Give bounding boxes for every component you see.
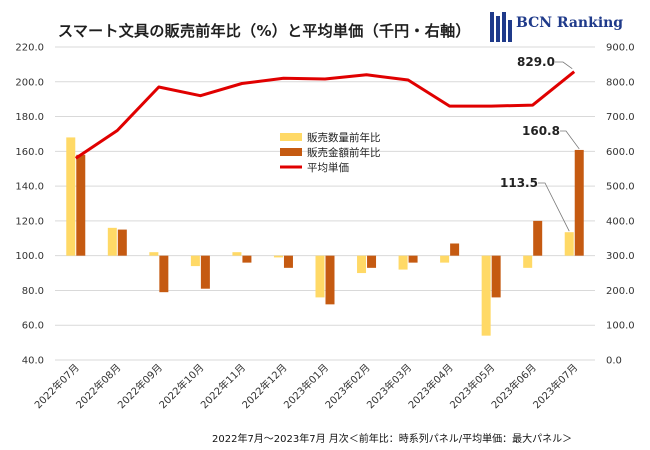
bar (200, 255, 210, 289)
left-axis-tick: 140.0 (15, 182, 44, 193)
left-axis-tick: 60.0 (22, 321, 44, 332)
bar (315, 255, 325, 298)
legend-swatch (280, 133, 302, 141)
right-axis-tick: 800.0 (606, 77, 635, 88)
left-axis-tick: 180.0 (15, 112, 44, 123)
bar (398, 255, 408, 270)
bar (367, 255, 377, 268)
right-axis-tick: 200.0 (606, 286, 635, 297)
left-axis-tick: 100.0 (15, 251, 44, 262)
left-axis-tick: 40.0 (22, 356, 44, 367)
bar (481, 255, 491, 336)
bar (564, 232, 574, 256)
bar (190, 255, 200, 267)
bcn-logo-icon (490, 12, 512, 42)
callout-leader (538, 182, 570, 232)
left-axis-tick: 80.0 (22, 286, 44, 297)
right-axis-tick: 300.0 (606, 251, 635, 262)
bar (283, 255, 293, 268)
bar (242, 255, 252, 263)
legend-label: 平均単価 (307, 161, 349, 174)
footnote: 2022年7月～2023年7月 月次＜前年比：時系列パネル/平均単価：最大パネル… (212, 434, 573, 445)
bar (76, 154, 86, 256)
bcn-logo: BCN Ranking (488, 10, 623, 44)
bar (149, 252, 159, 256)
left-axis-tick: 220.0 (15, 43, 44, 54)
right-axis-tick: 600.0 (606, 147, 635, 158)
data-label: 829.0 (517, 55, 555, 69)
bar (408, 255, 418, 263)
right-axis-tick: 0.0 (606, 356, 622, 367)
bar (273, 255, 283, 258)
bar (450, 243, 460, 256)
callout-leader (560, 130, 580, 150)
bar (66, 137, 76, 256)
bar (117, 229, 127, 256)
bar (574, 149, 584, 256)
bar (533, 220, 543, 256)
left-axis-tick: 200.0 (15, 77, 44, 88)
left-axis-tick: 160.0 (15, 147, 44, 158)
legend-label: 販売数量前年比 (307, 131, 381, 144)
bar (232, 252, 242, 256)
logo-text: BCN Ranking (516, 15, 624, 31)
x-axis-tick: 2023年07月 (530, 361, 580, 411)
data-label: 160.8 (522, 124, 560, 138)
legend-swatch (280, 148, 302, 156)
bar (325, 255, 335, 305)
right-axis-tick: 500.0 (606, 182, 635, 193)
right-axis-tick: 700.0 (606, 112, 635, 123)
bar (159, 255, 169, 293)
data-label: 113.5 (500, 176, 538, 190)
right-axis-tick: 400.0 (606, 216, 635, 227)
bar (523, 255, 533, 268)
chart-title: スマート文具の販売前年比（%）と平均単価（千円・右軸） (58, 22, 471, 40)
right-axis-tick: 100.0 (606, 321, 635, 332)
bar (440, 255, 450, 263)
bar (491, 255, 501, 298)
bar (357, 255, 367, 274)
right-axis-tick: 900.0 (606, 43, 635, 54)
average-price-line (74, 70, 576, 160)
bar (107, 227, 117, 256)
left-axis-tick: 120.0 (15, 216, 44, 227)
callout-leader (555, 61, 573, 70)
legend-label: 販売金額前年比 (307, 146, 381, 159)
